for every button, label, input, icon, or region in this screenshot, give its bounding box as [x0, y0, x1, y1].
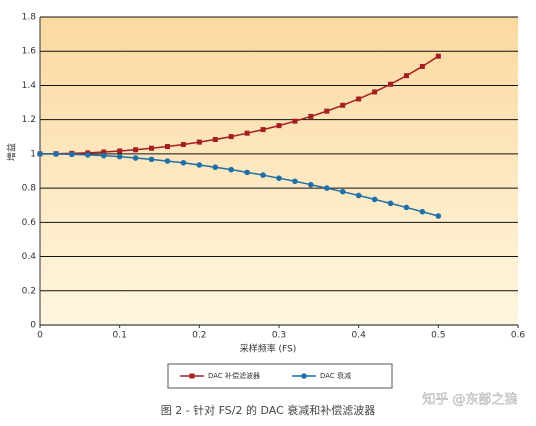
data-point: [37, 151, 43, 157]
data-point: [196, 139, 202, 145]
plot-area: [40, 17, 518, 325]
data-point: [356, 96, 362, 102]
data-point: [403, 73, 409, 79]
legend-marker: [189, 373, 195, 379]
data-point: [180, 141, 186, 147]
data-point: [116, 153, 123, 160]
x-tick-label: 0.3: [272, 331, 286, 341]
data-point: [164, 144, 170, 150]
y-tick-label: 0.2: [22, 286, 36, 296]
data-point: [212, 164, 219, 171]
caption: 图 2 - 针对 FS/2 的 DAC 衰减和补偿滤波器: [161, 403, 376, 417]
data-point: [244, 169, 250, 176]
data-point: [260, 172, 266, 178]
data-point: [148, 156, 155, 163]
data-point: [355, 192, 362, 199]
y-tick-label: 0.8: [22, 184, 37, 194]
y-tick-label: 1: [30, 149, 36, 159]
data-point: [387, 200, 394, 207]
x-axis-label: 采样频率 (FS): [240, 343, 297, 355]
y-tick-label: 1.6: [22, 47, 37, 57]
y-tick-label: 1.4: [22, 81, 37, 91]
data-point: [228, 134, 234, 140]
data-point: [132, 155, 139, 161]
data-point: [276, 175, 282, 181]
y-tick-label: 0.4: [22, 252, 37, 262]
data-point: [69, 151, 75, 158]
x-tick-label: 0: [37, 331, 43, 341]
series-line: [39, 55, 439, 155]
x-tick-label: 0.1: [113, 331, 127, 341]
data-point: [117, 148, 123, 154]
x-tick-label: 0.4: [352, 331, 367, 341]
x-tick-label: 0.5: [431, 331, 445, 341]
data-point: [133, 147, 139, 153]
y-tick-label: 1.2: [22, 115, 36, 125]
data-point: [228, 166, 234, 173]
legend: [167, 363, 393, 389]
y-tick-label: 1.8: [22, 13, 37, 23]
data-point: [149, 145, 155, 151]
data-point: [340, 102, 346, 108]
data-point: [308, 181, 314, 188]
x-tick-label: 0.6: [511, 331, 526, 341]
x-tick-label: 0.2: [192, 331, 206, 341]
data-point: [276, 123, 282, 129]
data-point: [339, 188, 346, 195]
data-point: [244, 130, 250, 136]
y-axis-label: 增益: [6, 143, 18, 161]
data-point: [308, 113, 314, 119]
y-tick-label: 0: [30, 321, 36, 331]
data-point: [324, 185, 330, 191]
data-point: [371, 196, 378, 203]
data-point: [292, 118, 298, 124]
data-point: [53, 151, 59, 157]
legend-label: DAC 补偿滤波器: [208, 371, 260, 380]
data-point: [292, 178, 298, 185]
data-point: [435, 213, 442, 219]
data-point: [260, 127, 266, 133]
data-point: [212, 137, 218, 143]
watermark: 知乎 @东部之狼: [422, 392, 517, 408]
data-point: [419, 63, 425, 69]
data-point: [196, 162, 203, 168]
data-point: [180, 159, 187, 166]
data-point: [100, 152, 107, 159]
data-point: [324, 108, 330, 114]
data-point: [85, 152, 91, 158]
data-point: [372, 89, 378, 95]
data-point: [403, 204, 410, 211]
legend-label: DAC 衰减: [320, 371, 351, 380]
data-point: [388, 81, 394, 87]
y-tick-label: 0.6: [22, 218, 37, 228]
data-point: [101, 149, 107, 155]
legend-marker: [301, 373, 307, 379]
data-point: [164, 158, 171, 164]
data-point: [435, 53, 441, 59]
data-point: [419, 208, 426, 215]
